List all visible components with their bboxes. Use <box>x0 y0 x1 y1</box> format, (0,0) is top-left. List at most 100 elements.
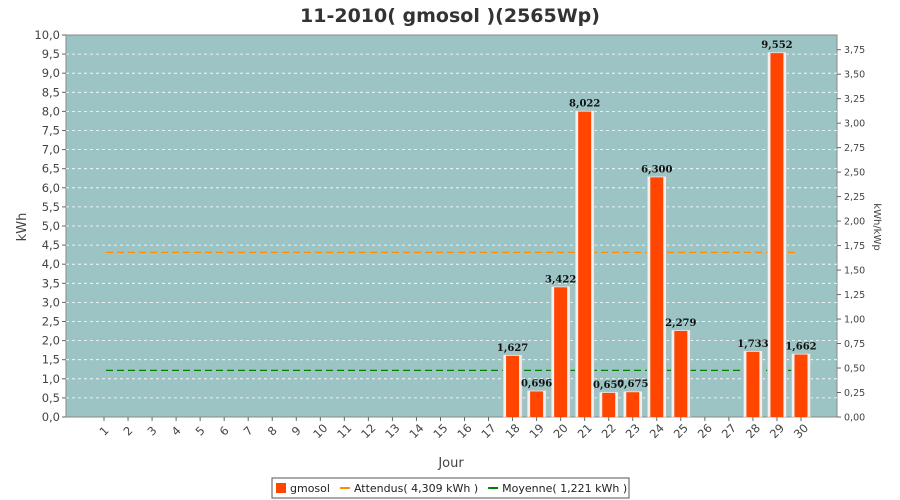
x-tick-label: 25 <box>671 421 691 441</box>
data-label: 0,657 <box>593 380 624 391</box>
data-label: 1,662 <box>785 342 816 353</box>
y-tick-label: 1,5 <box>42 353 60 367</box>
y2-tick-label: 3,00 <box>844 119 865 130</box>
bar <box>626 392 640 417</box>
legend-item-label: Attendus( 4,309 kWh ) <box>354 482 478 495</box>
y2-tick-label: 1,00 <box>844 315 865 326</box>
x-axis-label: Jour <box>437 456 464 471</box>
x-tick-label: 1 <box>96 423 111 438</box>
x-tick-label: 13 <box>382 421 402 441</box>
data-label: 0,696 <box>521 378 552 389</box>
y-axis-label: kWh <box>15 213 30 242</box>
x-tick-label: 24 <box>647 421 667 441</box>
x-tick-label: 21 <box>575 421 595 441</box>
x-tick-label: 22 <box>599 421 619 441</box>
data-label: 9,552 <box>761 40 792 51</box>
x-tick-label: 10 <box>310 421 330 441</box>
bar <box>530 391 544 417</box>
y2-tick-label: 3,75 <box>844 45 865 56</box>
x-tick-label: 26 <box>695 421 715 441</box>
x-tick-label: 4 <box>169 423 184 438</box>
x-tick-label: 11 <box>334 421 354 441</box>
bar <box>746 351 760 417</box>
data-label: 8,022 <box>569 99 600 110</box>
y2-tick-label: 3,50 <box>844 70 865 81</box>
x-tick-label: 30 <box>791 421 811 441</box>
x-tick-label: 17 <box>478 421 498 441</box>
y2-tick-label: 0,25 <box>844 388 865 399</box>
legend-swatch <box>276 483 286 493</box>
legend: gmosol Attendus( 4,309 kWh ) Moyenne( 1,22… <box>271 477 630 499</box>
legend-item-label: gmosol <box>290 482 330 495</box>
data-label: 6,300 <box>641 164 672 175</box>
legend-box <box>271 477 630 499</box>
data-label: 0,675 <box>617 379 648 390</box>
y2-tick-label: 0,75 <box>844 339 865 350</box>
y2-tick-label: 2,50 <box>844 168 865 179</box>
bar <box>650 177 664 417</box>
y-tick-label: 10,0 <box>34 28 60 42</box>
y2-tick-label: 0,00 <box>844 413 865 424</box>
y-tick-label: 8,0 <box>42 104 60 118</box>
y2-tick-label: 1,25 <box>844 290 865 301</box>
bar <box>554 287 568 417</box>
legend-item-label: Moyenne( 1,221 kWh ) <box>502 482 627 495</box>
bar <box>674 330 688 417</box>
y-tick-label: 3,5 <box>42 276 60 290</box>
x-tick-label: 19 <box>526 421 546 441</box>
x-tick-label: 23 <box>623 421 643 441</box>
y2-tick-label: 1,75 <box>844 241 865 252</box>
x-tick-label: 29 <box>767 421 787 441</box>
data-label: 1,733 <box>737 339 768 350</box>
y-tick-label: 3,0 <box>42 295 60 309</box>
x-tick-label: 28 <box>743 421 763 441</box>
chart-title: 11-2010( gmosol )(2565Wp) <box>300 5 600 27</box>
y-tick-label: 7,0 <box>42 143 60 157</box>
x-tick-label: 14 <box>406 421 426 441</box>
x-tick-label: 15 <box>430 421 450 441</box>
x-tick-label: 16 <box>454 421 474 441</box>
data-label: 3,422 <box>545 274 576 285</box>
y2-tick-label: 2,75 <box>844 143 865 154</box>
bar <box>794 354 808 417</box>
y-tick-label: 7,5 <box>42 124 60 138</box>
y2-tick-label: 0,50 <box>844 364 865 375</box>
x-tick-label: 7 <box>241 423 256 438</box>
y-tick-label: 0,0 <box>42 410 60 424</box>
y-tick-label: 8,5 <box>42 85 60 99</box>
y-tick-label: 2,5 <box>42 315 60 329</box>
y-tick-label: 9,0 <box>42 66 60 80</box>
x-tick-label: 18 <box>502 421 522 441</box>
bar <box>506 355 520 417</box>
x-tick-label: 12 <box>358 421 378 441</box>
x-tick-label: 6 <box>217 423 232 438</box>
y2-tick-label: 2,00 <box>844 217 865 228</box>
x-tick-label: 20 <box>551 421 571 441</box>
y-tick-label: 5,5 <box>42 200 60 214</box>
x-tick-label: 27 <box>719 421 739 441</box>
y-tick-label: 0,5 <box>42 391 60 405</box>
x-tick-label: 2 <box>120 423 135 438</box>
bar <box>770 53 784 418</box>
y-tick-label: 5,0 <box>42 219 60 233</box>
y-tick-label: 4,5 <box>42 238 60 252</box>
y-tick-label: 2,0 <box>42 334 60 348</box>
y-tick-label: 6,0 <box>42 181 60 195</box>
y-tick-label: 1,0 <box>42 372 60 386</box>
bar <box>578 111 592 417</box>
y2-tick-label: 2,25 <box>844 192 865 203</box>
data-label: 2,279 <box>665 318 696 329</box>
y2-tick-label: 1,50 <box>844 266 865 277</box>
y2-tick-label: 3,25 <box>844 94 865 105</box>
x-tick-label: 9 <box>289 423 304 438</box>
x-tick-label: 3 <box>145 423 160 438</box>
y-tick-label: 6,5 <box>42 162 60 176</box>
x-tick-label: 5 <box>193 423 208 438</box>
x-tick-label: 8 <box>265 423 280 438</box>
y2-axis-label: kWh/kWp <box>871 203 882 250</box>
data-label: 1,627 <box>497 343 528 354</box>
y-tick-label: 9,5 <box>42 47 60 61</box>
bar <box>602 392 616 417</box>
